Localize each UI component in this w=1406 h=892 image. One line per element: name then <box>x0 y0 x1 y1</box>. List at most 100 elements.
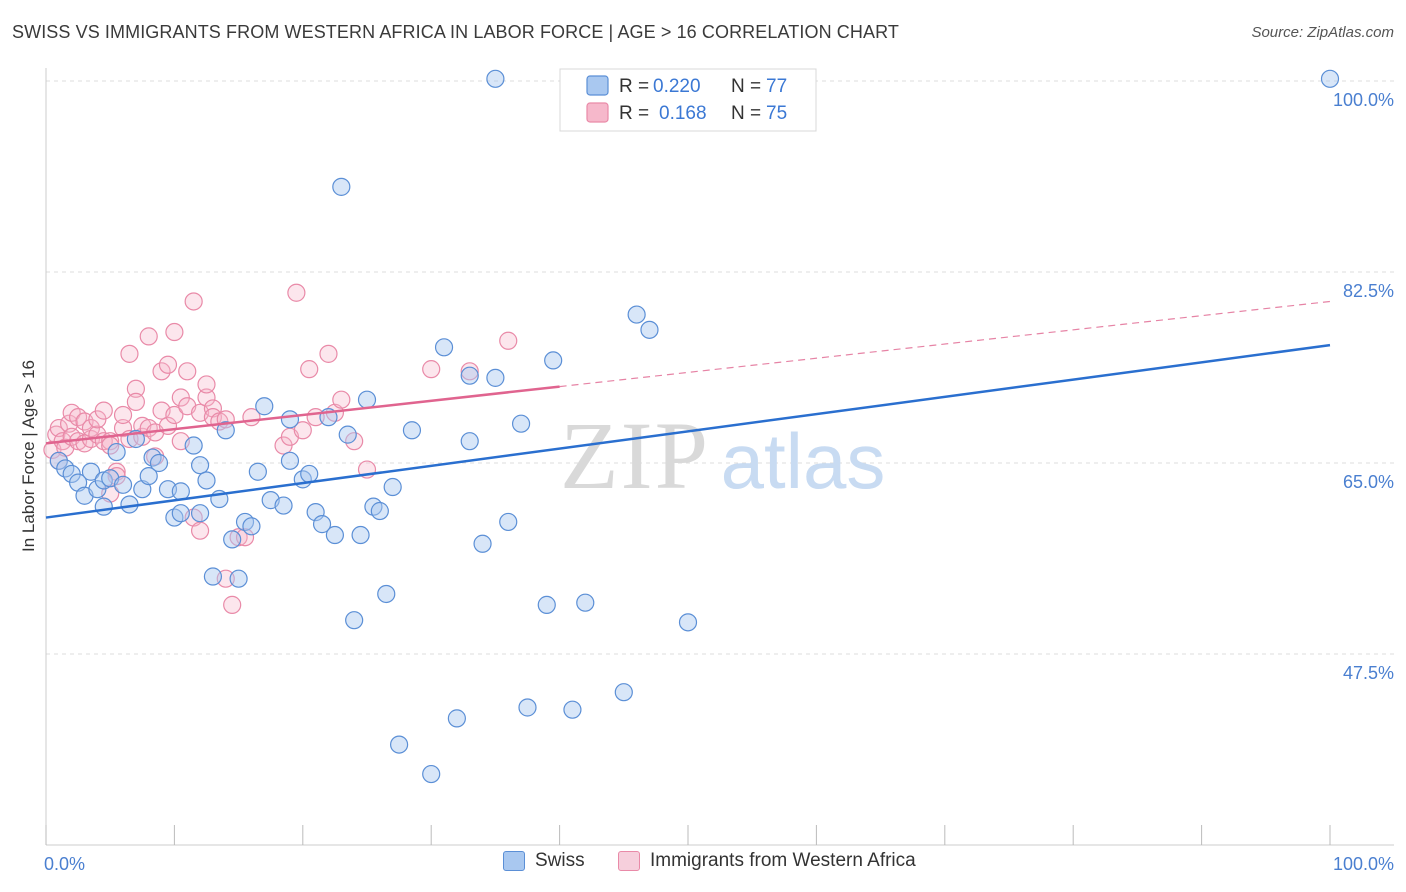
watermark-atlas: atlas <box>721 417 886 505</box>
data-point-swiss <box>274 496 293 515</box>
bottom-legend-item-immigrants: Immigrants from Western Africa <box>618 850 916 872</box>
legend-n-value-immigrants: 75 <box>766 103 787 124</box>
data-point-immigrants <box>460 362 479 381</box>
bottom-legend-label-immigrants: Immigrants from Western Africa <box>650 850 916 871</box>
top-legend: R = 0.220 N = 77 R = 0.168 N = 75 <box>559 68 817 132</box>
data-point-swiss <box>94 497 113 516</box>
bottom-legend-label-swiss: Swiss <box>535 850 585 871</box>
data-point-swiss <box>242 517 261 536</box>
data-point-immigrants <box>113 405 133 425</box>
data-point-immigrants <box>113 418 133 438</box>
data-point-swiss <box>107 442 126 462</box>
legend-r-value-immigrants: 0.168 <box>659 103 707 124</box>
data-point-swiss <box>563 700 582 719</box>
data-point-immigrants <box>126 392 145 411</box>
x-tick-label-min: 0.0% <box>44 854 85 874</box>
data-point-swiss <box>280 410 300 429</box>
series-immigrants-points <box>43 283 518 614</box>
data-point-swiss <box>434 338 454 357</box>
data-point-swiss <box>113 475 133 494</box>
data-point-immigrants <box>94 401 113 420</box>
data-point-swiss <box>280 451 300 470</box>
data-point-immigrants <box>422 360 441 379</box>
data-point-immigrants <box>197 375 216 394</box>
data-point-immigrants <box>107 462 126 481</box>
data-point-swiss <box>223 530 242 549</box>
y-axis-title: In Labor Force | Age > 16 <box>19 360 38 552</box>
data-point-swiss <box>171 504 190 523</box>
data-point-immigrants <box>126 379 145 398</box>
data-point-swiss <box>229 569 248 588</box>
data-point-swiss <box>518 698 537 717</box>
data-point-swiss <box>351 525 370 545</box>
data-point-swiss <box>184 436 203 455</box>
trend-lines <box>45 300 1331 519</box>
data-point-swiss <box>255 397 274 416</box>
data-point-immigrants <box>499 331 518 350</box>
data-point-swiss <box>422 764 441 784</box>
data-point-swiss <box>402 421 422 440</box>
trendline-immigrants-solid <box>45 385 560 445</box>
legend-n-label-swiss: N = <box>731 76 761 97</box>
data-point-swiss <box>576 593 595 612</box>
data-point-swiss <box>312 515 332 534</box>
data-point-swiss <box>370 501 389 521</box>
bottom-legend-swatch-swiss <box>503 851 525 871</box>
data-point-swiss <box>486 69 505 88</box>
data-point-swiss <box>511 414 531 433</box>
legend-n-label-immigrants: N = <box>731 103 761 124</box>
data-point-swiss <box>544 351 563 370</box>
y-tick-label: 47.5% <box>1343 663 1394 683</box>
bottom-legend: Swiss Immigrants from Western Africa <box>0 850 1406 880</box>
data-point-immigrants <box>319 344 338 363</box>
data-point-swiss <box>190 504 210 523</box>
data-point-immigrants <box>152 362 171 381</box>
data-point-swiss <box>68 473 88 492</box>
data-point-swiss <box>338 425 357 444</box>
data-point-immigrants <box>300 360 319 379</box>
data-point-swiss <box>640 320 659 339</box>
trendline-immigrants-dashed <box>559 300 1331 388</box>
data-point-swiss <box>357 390 377 409</box>
grid-layer <box>46 80 1394 655</box>
data-point-immigrants <box>190 521 210 540</box>
y-tick-labels: 47.5% 65.0% 82.5% 100.0% <box>1333 90 1394 683</box>
legend-swatch-swiss <box>586 75 609 96</box>
data-point-immigrants <box>178 362 197 381</box>
data-point-immigrants <box>139 327 158 346</box>
data-point-swiss <box>345 611 364 630</box>
x-tick-label-max: 100.0% <box>1333 854 1394 874</box>
data-point-swiss <box>486 368 505 387</box>
data-point-immigrants <box>184 292 203 311</box>
watermark-zip: ZIP <box>560 402 710 509</box>
data-point-swiss <box>383 477 402 497</box>
watermark: ZIP atlas <box>560 402 885 509</box>
data-point-immigrants <box>165 405 184 425</box>
legend-r-label-swiss: R = <box>619 76 649 97</box>
data-point-immigrants <box>158 355 178 374</box>
data-point-swiss <box>678 613 698 632</box>
legend-r-value-swiss: 0.220 <box>653 76 701 97</box>
data-point-swiss <box>1320 69 1340 88</box>
data-point-immigrants <box>287 283 306 302</box>
source-label: Source: ZipAtlas.com <box>1251 24 1394 41</box>
data-point-swiss <box>473 534 492 553</box>
y-tick-label: 100.0% <box>1333 90 1394 110</box>
data-point-swiss <box>332 177 351 196</box>
data-point-swiss <box>499 512 518 532</box>
data-point-swiss <box>390 735 409 754</box>
data-point-immigrants <box>223 595 242 614</box>
data-point-swiss <box>197 471 216 490</box>
data-point-swiss <box>300 464 319 484</box>
data-point-swiss <box>190 456 210 475</box>
data-point-immigrants <box>332 390 351 409</box>
data-point-swiss <box>203 567 223 586</box>
data-point-swiss <box>447 709 466 728</box>
data-point-swiss <box>460 432 479 451</box>
trendline-swiss <box>45 343 1331 519</box>
data-point-swiss <box>248 462 267 481</box>
data-point-swiss <box>377 584 396 604</box>
data-point-swiss <box>133 480 152 499</box>
data-point-swiss <box>171 482 190 501</box>
